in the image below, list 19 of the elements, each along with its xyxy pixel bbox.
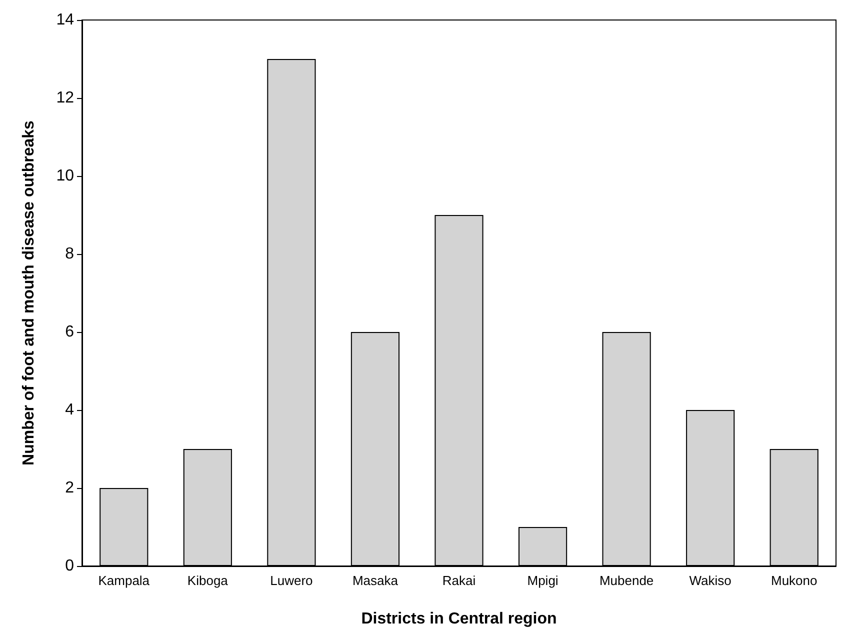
- x-tick-label: Kampala: [98, 573, 150, 588]
- x-tick-label: Rakai: [442, 573, 476, 588]
- x-tick-label: Luwero: [270, 573, 313, 588]
- y-tick-label: 4: [65, 402, 74, 418]
- y-tick-label: 0: [65, 558, 74, 574]
- y-tick-label: 6: [65, 324, 74, 340]
- x-tick-label: Mukono: [770, 573, 818, 588]
- x-axis-title: Districts in Central region: [361, 610, 557, 628]
- y-tick-label: 8: [65, 246, 74, 262]
- y-tick-label: 10: [56, 168, 74, 184]
- y-tick-label: 2: [65, 480, 74, 496]
- x-tick-label: Wakiso: [689, 573, 732, 588]
- x-tick-label: Mubende: [599, 573, 654, 588]
- x-tick-label: Masaka: [352, 573, 399, 588]
- y-tick-label: 12: [56, 90, 74, 106]
- x-tick-label: Kiboga: [187, 573, 229, 588]
- y-tick-label: 14: [56, 12, 74, 28]
- x-tick-label: Mpigi: [527, 573, 558, 588]
- y-axis-title: Number of foot and mouth disease outbreaks: [20, 120, 38, 466]
